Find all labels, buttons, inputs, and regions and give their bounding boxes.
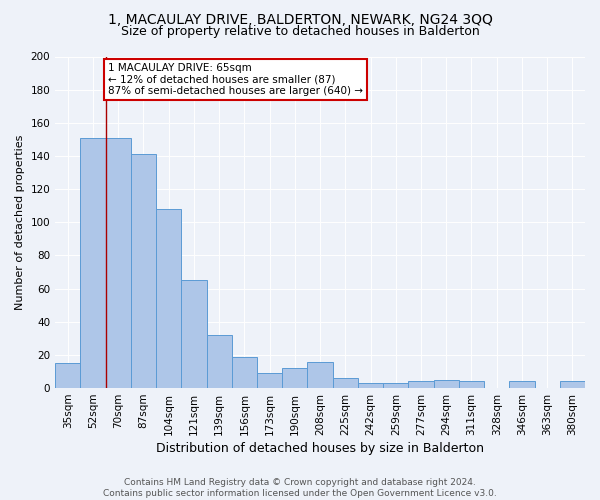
Bar <box>232 356 257 388</box>
Bar <box>282 368 307 388</box>
Text: 1, MACAULAY DRIVE, BALDERTON, NEWARK, NG24 3QQ: 1, MACAULAY DRIVE, BALDERTON, NEWARK, NG… <box>107 12 493 26</box>
Bar <box>560 382 585 388</box>
X-axis label: Distribution of detached houses by size in Balderton: Distribution of detached houses by size … <box>156 442 484 455</box>
Bar <box>131 154 156 388</box>
Bar <box>358 383 383 388</box>
Bar <box>332 378 358 388</box>
Bar <box>307 362 332 388</box>
Bar <box>257 373 282 388</box>
Bar <box>106 138 131 388</box>
Text: Contains HM Land Registry data © Crown copyright and database right 2024.
Contai: Contains HM Land Registry data © Crown c… <box>103 478 497 498</box>
Bar <box>509 382 535 388</box>
Bar <box>206 335 232 388</box>
Bar <box>383 383 409 388</box>
Bar <box>459 382 484 388</box>
Text: 1 MACAULAY DRIVE: 65sqm
← 12% of detached houses are smaller (87)
87% of semi-de: 1 MACAULAY DRIVE: 65sqm ← 12% of detache… <box>108 63 363 96</box>
Bar <box>434 380 459 388</box>
Text: Size of property relative to detached houses in Balderton: Size of property relative to detached ho… <box>121 25 479 38</box>
Bar <box>55 363 80 388</box>
Bar <box>409 382 434 388</box>
Bar <box>156 209 181 388</box>
Bar <box>80 138 106 388</box>
Y-axis label: Number of detached properties: Number of detached properties <box>15 134 25 310</box>
Bar <box>181 280 206 388</box>
